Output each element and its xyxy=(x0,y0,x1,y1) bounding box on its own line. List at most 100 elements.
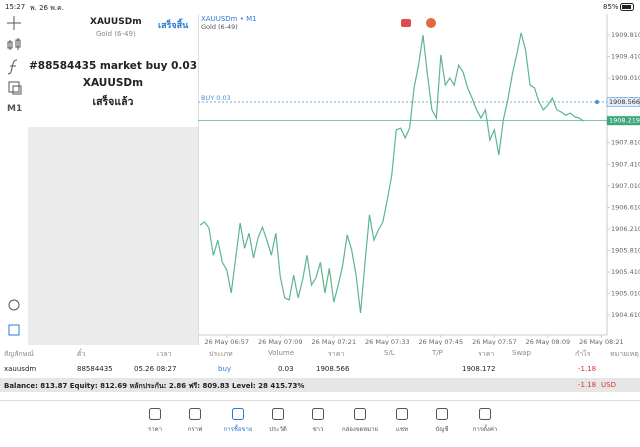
cell: 1908.566 xyxy=(316,365,350,373)
nav-icon-shape xyxy=(396,408,408,420)
nav-icon[interactable] xyxy=(311,407,325,421)
y-tick-label: 1907.010 xyxy=(611,182,640,190)
column-header: สัญลักษณ์ xyxy=(4,350,34,358)
battery: 85% xyxy=(603,3,619,11)
cell: -1.18 xyxy=(578,365,597,373)
flag-icon[interactable] xyxy=(401,19,411,27)
nav-label[interactable]: การตั้งค่า xyxy=(472,426,498,433)
objects-icon[interactable] xyxy=(8,81,22,95)
y-tick-label: 1909.810 xyxy=(611,31,640,39)
y-tick-label: 1905.010 xyxy=(611,290,640,298)
function-icon[interactable] xyxy=(7,59,18,75)
search-icon[interactable] xyxy=(8,299,20,311)
nav-label[interactable]: บัญชี xyxy=(435,426,449,433)
y-tick-label: 1909.410 xyxy=(611,53,640,61)
nav-label[interactable]: กราฟ xyxy=(187,426,203,433)
nav-icon[interactable] xyxy=(231,407,245,421)
x-tick-label: 26 May 08:09 xyxy=(526,338,571,345)
nav-icon[interactable] xyxy=(353,407,367,421)
nav-icon-shape xyxy=(312,408,324,420)
column-header: ราคา xyxy=(328,350,345,358)
done-button[interactable]: เสร็จสิ้น xyxy=(158,21,189,31)
divider xyxy=(198,14,199,345)
order-tag xyxy=(606,97,640,107)
chart-subtitle: Gold (6-49) xyxy=(201,23,238,31)
nav-icon-shape xyxy=(149,408,161,420)
order-status: เสร็จแล้ว xyxy=(92,96,134,108)
calendar-icon[interactable] xyxy=(426,18,436,28)
nav-icon[interactable] xyxy=(271,407,285,421)
nav-icon[interactable] xyxy=(435,407,449,421)
nav-label[interactable]: ประวัติ xyxy=(269,426,287,433)
x-tick-label: 26 May 07:57 xyxy=(472,338,517,345)
x-tick-label: 26 May 08:21 xyxy=(579,338,624,345)
indicator-icon[interactable] xyxy=(7,38,21,50)
cell: buy xyxy=(218,365,232,373)
currency: USD xyxy=(601,381,616,389)
panel-description: Gold (6-49) xyxy=(96,30,136,38)
status-date: พ. 26 พ.ค. xyxy=(30,4,64,12)
y-tick-label: 1905.410 xyxy=(611,268,640,276)
nav-label[interactable]: แชท xyxy=(396,426,408,433)
nav-icon[interactable] xyxy=(395,407,409,421)
cell: 05.26 08:27 xyxy=(134,365,177,373)
column-header: เวลา xyxy=(157,350,172,358)
trade-icon[interactable] xyxy=(8,324,20,336)
nav-icon[interactable] xyxy=(188,407,202,421)
column-header: ตั๋ว xyxy=(77,350,86,358)
column-header: หมายเหตุ xyxy=(610,350,639,358)
balance: Balance: 813.87 Equity: 812.69 หลักประกั… xyxy=(4,382,305,390)
y-tick-label: 1906.610 xyxy=(611,203,640,211)
column-header: T/P xyxy=(432,349,443,357)
order-message: #88584435 market buy 0.03 xyxy=(29,60,197,72)
nav-divider xyxy=(0,400,640,401)
cell: 1908.172 xyxy=(462,365,496,373)
nav-icon-shape xyxy=(354,408,366,420)
timeframe[interactable]: M1 xyxy=(7,104,23,114)
order-line-label: BUY 0.03 xyxy=(201,94,231,102)
y-tick-label: 1904.610 xyxy=(611,311,640,319)
nav-icon-shape xyxy=(189,408,201,420)
order-marker xyxy=(595,100,599,105)
price-tag xyxy=(607,116,640,126)
chart-title: XAUUSDm • M1 xyxy=(201,15,257,23)
x-tick-label: 26 May 06:57 xyxy=(204,338,249,345)
nav-label[interactable]: กล่องจดหมาย xyxy=(341,426,379,433)
nav-icon-shape xyxy=(436,408,448,420)
x-tick-label: 26 May 07:09 xyxy=(258,338,303,345)
nav-label[interactable]: ราคา xyxy=(148,426,162,433)
column-header: S/L xyxy=(384,349,395,357)
order-price: 1908.566 xyxy=(609,98,640,106)
column-header: Volume xyxy=(268,349,295,357)
panel-symbol[interactable]: XAUUSDm xyxy=(90,17,142,27)
nav-icon-shape xyxy=(232,408,244,420)
nav-icon[interactable] xyxy=(478,407,492,421)
order-symbol: XAUUSDm xyxy=(82,77,144,89)
left-toolbar xyxy=(7,16,22,336)
nav-label[interactable]: การซื้อขาย xyxy=(223,426,253,433)
x-tick-label: 26 May 07:21 xyxy=(312,338,357,345)
balance-bar xyxy=(0,378,640,392)
nav-icon-shape xyxy=(479,408,491,420)
nav-label[interactable]: ข่าว xyxy=(312,426,324,433)
crosshair-icon[interactable] xyxy=(7,16,21,30)
column-header: Swap xyxy=(512,349,531,357)
y-tick-label: 1907.810 xyxy=(611,139,640,147)
cell: xauusdm xyxy=(4,365,37,373)
column-header: ประเภท xyxy=(209,350,233,358)
y-tick-label: 1909.010 xyxy=(611,74,640,82)
chart: XAUUSDm • M1 Gold (6-49) 1909.810 1909.41… xyxy=(198,14,640,345)
nav-icon-shape xyxy=(272,408,284,420)
total-profit: -1.18 xyxy=(578,381,597,389)
cell: 0.03 xyxy=(278,365,294,373)
status-time: 15:27 xyxy=(5,3,26,11)
current-price: 1908.219 xyxy=(609,117,640,125)
nav-icon[interactable] xyxy=(148,407,162,421)
cell: 88584435 xyxy=(77,365,113,373)
column-header: กำไร xyxy=(575,350,591,358)
x-tick-label: 26 May 07:33 xyxy=(365,338,410,345)
panel-empty xyxy=(28,127,198,345)
column-header: ราคา xyxy=(478,350,495,358)
battery-icon xyxy=(620,3,634,11)
